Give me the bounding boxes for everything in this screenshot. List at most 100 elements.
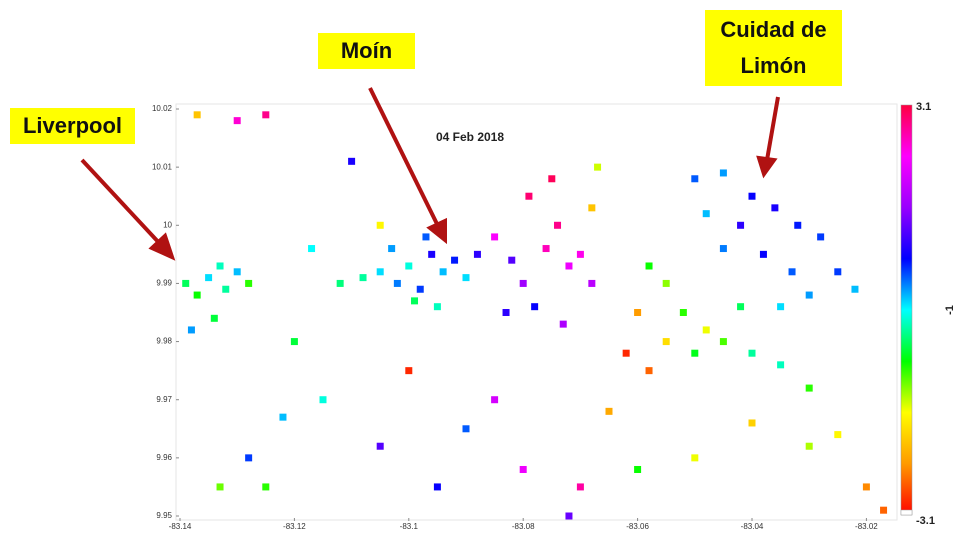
arrows [82,88,778,257]
point [623,350,630,357]
colorbar [901,105,912,515]
point [646,262,653,269]
point [863,483,870,490]
arrow [767,97,778,160]
arrow-head [430,221,445,240]
point [543,245,550,252]
colorbar-label: -1 [944,305,955,315]
point [411,297,418,304]
point [663,338,670,345]
point [851,286,858,293]
point [474,251,481,258]
point [188,326,195,333]
point [703,210,710,217]
point [691,350,698,357]
point [548,175,555,182]
point [422,233,429,240]
colorbar-base [901,510,912,515]
point [440,268,447,275]
point [508,257,515,264]
chart-title: 04 Feb 2018 [436,130,504,144]
point [554,222,561,229]
point [749,419,756,426]
point [503,309,510,316]
point [565,513,572,520]
point [520,280,527,287]
point [245,280,252,287]
y-tick-label: 10.02 [152,104,173,113]
point [663,280,670,287]
point [205,274,212,281]
point [588,204,595,211]
point [405,262,412,269]
point [377,222,384,229]
point [806,443,813,450]
point [463,425,470,432]
point [451,257,458,264]
point [377,443,384,450]
x-tick-label: -83.02 [855,522,878,531]
point [234,268,241,275]
x-tick-label: -83.04 [741,522,764,531]
point [634,309,641,316]
annotation: Liverpool [10,108,135,144]
point [588,280,595,287]
point [834,268,841,275]
point [794,222,801,229]
point [308,245,315,252]
point [560,321,567,328]
point [525,193,532,200]
point [834,431,841,438]
y-tick-label: 10 [163,220,172,229]
point [737,222,744,229]
point [737,303,744,310]
point [405,367,412,374]
point [691,454,698,461]
point [417,286,424,293]
y-tick-label: 10.01 [152,162,173,171]
point [348,158,355,165]
point [377,268,384,275]
point [262,483,269,490]
y-tick-label: 9.97 [156,395,172,404]
point [880,507,887,514]
point [434,483,441,490]
point [463,274,470,281]
arrow [82,160,162,246]
point [749,350,756,357]
point [577,483,584,490]
point [594,164,601,171]
point [491,396,498,403]
point [262,111,269,118]
colorbar-tick-label: -3.1 [916,515,935,527]
point [434,303,441,310]
point [703,326,710,333]
point [531,303,538,310]
point [491,233,498,240]
point [291,338,298,345]
point [634,466,641,473]
point [749,193,756,200]
point [806,292,813,299]
point [777,303,784,310]
point [217,262,224,269]
colorbar-tick-label: 3.1 [916,101,931,113]
point [720,338,727,345]
point [789,268,796,275]
point [577,251,584,258]
point [234,117,241,124]
point [279,414,286,421]
point [646,367,653,374]
point [182,280,189,287]
point [217,483,224,490]
point [337,280,344,287]
point [394,280,401,287]
point [388,245,395,252]
x-tick-label: -83.1 [400,522,419,531]
annotation: Moín [318,33,415,69]
x-tick-label: -83.06 [626,522,649,531]
y-tick-label: 9.96 [156,453,172,462]
point [320,396,327,403]
x-tick-label: -83.14 [169,522,192,531]
point [428,251,435,258]
